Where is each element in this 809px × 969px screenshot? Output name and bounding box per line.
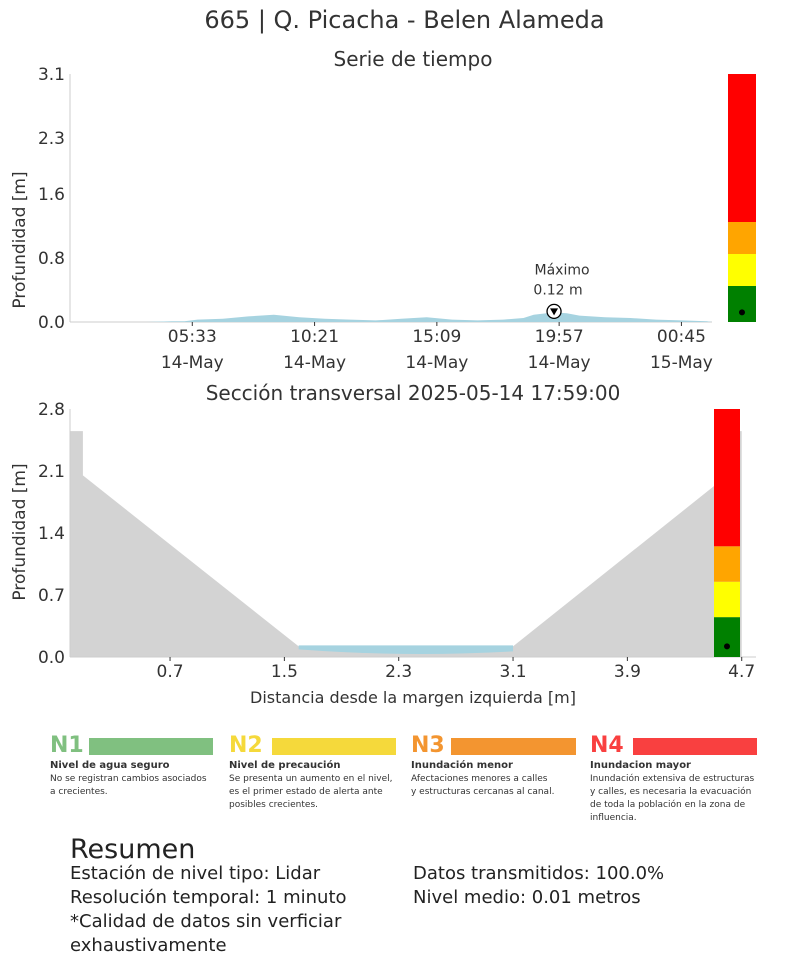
time-series-title: Serie de tiempo xyxy=(334,47,493,71)
legend-n2-bar xyxy=(272,738,396,755)
cs-water-surface xyxy=(298,645,514,654)
ts-x-tick-time: 00:45 xyxy=(657,327,706,347)
cs-alert-major-flood xyxy=(714,409,740,547)
legend-n2-title: Nivel de precaución xyxy=(229,760,341,771)
ts-max-triangle-icon xyxy=(550,308,559,316)
ts-alert-major-flood xyxy=(728,74,756,222)
cs-x-tick-label: 2.3 xyxy=(385,662,412,682)
cs-y-tick-label: 2.8 xyxy=(38,400,65,420)
cs-x-tick-label: 4.7 xyxy=(728,662,755,682)
legend-desc-line: Inundación extensiva de estructuras xyxy=(590,774,755,784)
legend-n2-desc: Se presenta un aumento en el nivel, es el… xyxy=(229,773,393,812)
ts-current-level-dot xyxy=(739,309,745,316)
legend-n1-title: Nivel de agua seguro xyxy=(50,760,170,771)
legend-desc-line: influencia. xyxy=(590,813,637,823)
ts-y-tick-label: 3.1 xyxy=(38,65,65,85)
legend-desc-line: de toda la población en la zona de xyxy=(590,800,746,810)
ts-max-value: 0.12 m xyxy=(533,282,582,298)
ts-depth-series xyxy=(70,312,712,322)
ts-alert-minor-flood xyxy=(728,222,756,254)
legend-desc-line: Se presenta un aumento en el nivel, xyxy=(229,774,393,784)
legend-desc-line: y calles, es necesaria la evacuación xyxy=(590,787,752,797)
summary-station-type: Estación de nivel tipo: Lidar xyxy=(70,863,321,884)
legend-desc-line: No se registran cambios asociados xyxy=(50,774,207,784)
ts-alert-caution xyxy=(728,254,756,286)
legend-n3-bar xyxy=(451,738,576,755)
cs-alert-safe xyxy=(714,617,740,657)
summary-mean-level: Nivel medio: 0.01 metros xyxy=(413,887,641,908)
cs-x-tick-label: 3.1 xyxy=(500,662,527,682)
legend-n3-title: Inundación menor xyxy=(411,760,513,771)
ts-x-tick-time: 10:21 xyxy=(290,327,339,347)
cs-y-tick-label: 1.4 xyxy=(38,524,65,544)
legend-n1-code: N1 xyxy=(50,733,84,758)
cs-x-tick-label: 0.7 xyxy=(157,662,184,682)
cs-channel-profile xyxy=(70,431,742,657)
cs-x-tick-label: 1.5 xyxy=(271,662,298,682)
legend-desc-line: es el primer estado de alerta ante xyxy=(229,787,383,797)
summary-data-transmitted: Datos transmitidos: 100.0% xyxy=(413,863,665,884)
legend-desc-line: a crecientes. xyxy=(50,787,108,797)
summary-title: Resumen xyxy=(70,834,196,865)
cs-alert-minor-flood xyxy=(714,546,740,582)
cross-section-y-label: Profundidad [m] xyxy=(10,463,30,600)
legend-n1-desc: No se registran cambios asociados a creci… xyxy=(50,773,207,799)
ts-x-tick-date: 14-May xyxy=(161,353,224,373)
cs-alert-caution xyxy=(714,581,740,618)
ts-x-tick-date: 14-May xyxy=(528,353,591,373)
page-title: 665 | Q. Picacha - Belen Alameda xyxy=(204,6,605,34)
ts-y-tick-label: 1.6 xyxy=(38,185,65,205)
ts-alert-safe xyxy=(728,286,756,322)
ts-x-tick-time: 05:33 xyxy=(168,327,217,347)
ts-x-tick-date: 14-May xyxy=(283,353,346,373)
cross-section-chart: Sección transversal 2025-05-14 17:59:00 … xyxy=(10,381,756,707)
ts-y-tick-label: 2.3 xyxy=(38,129,65,149)
ts-x-tick-date: 15-May xyxy=(650,353,713,373)
cs-current-level-dot xyxy=(724,643,730,650)
cs-y-tick-label: 0.0 xyxy=(38,648,65,668)
legend-n4-bar xyxy=(633,738,757,755)
legend-desc-line: posibles crecientes. xyxy=(229,800,319,810)
cross-section-x-label: Distancia desde la margen izquierda [m] xyxy=(250,688,576,707)
legend-n3-code: N3 xyxy=(411,733,445,758)
cross-section-title: Sección transversal 2025-05-14 17:59:00 xyxy=(206,381,621,405)
legend-n4-code: N4 xyxy=(590,733,624,758)
cs-y-tick-label: 2.1 xyxy=(38,462,65,482)
ts-x-tick-time: 19:57 xyxy=(535,327,584,347)
legend-n4-desc: Inundación extensiva de estructuras y cal… xyxy=(590,773,754,825)
time-series-y-label: Profundidad [m] xyxy=(10,171,30,308)
time-series-chart: Serie de tiempo Profundidad [m] Máximo 0.… xyxy=(10,47,756,373)
ts-y-tick-label: 0.8 xyxy=(38,249,65,269)
legend-n2-code: N2 xyxy=(229,733,263,758)
summary-quality-note: *Calidad de datos sin verficiar xyxy=(70,911,342,932)
ts-x-tick-date: 14-May xyxy=(405,353,468,373)
ts-y-tick-label: 0.0 xyxy=(38,313,65,333)
summary-resolution: Resolución temporal: 1 minuto xyxy=(70,887,347,908)
ts-x-tick-time: 15:09 xyxy=(412,327,461,347)
summary-quality-note-cont: exhaustivamente xyxy=(70,935,227,956)
legend-desc-line: y estructuras cercanas al canal. xyxy=(411,787,555,797)
legend-n1-bar xyxy=(89,738,213,755)
legend-desc-line: Afectaciones menores a calles xyxy=(411,774,548,784)
legend-n3-desc: Afectaciones menores a calles y estructur… xyxy=(411,773,554,799)
cs-y-tick-label: 0.7 xyxy=(38,586,65,606)
ts-max-label: Máximo xyxy=(535,262,590,278)
legend-n4-title: Inundacion mayor xyxy=(590,760,691,771)
cs-x-tick-label: 3.9 xyxy=(614,662,641,682)
